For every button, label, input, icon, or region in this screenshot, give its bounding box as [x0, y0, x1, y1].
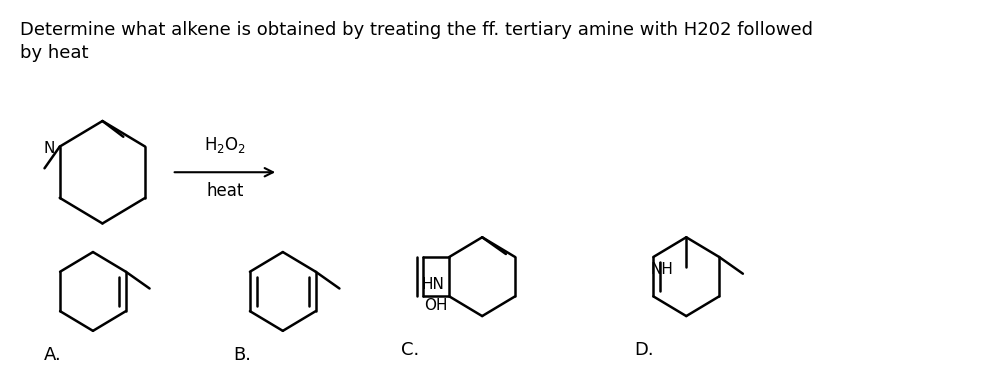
Text: A.: A.: [43, 346, 61, 364]
Text: C.: C.: [401, 341, 420, 359]
Text: heat: heat: [207, 182, 244, 200]
Text: HN: HN: [422, 277, 445, 292]
Text: B.: B.: [233, 346, 252, 364]
Text: Determine what alkene is obtained by treating the ff. tertiary amine with H202 f: Determine what alkene is obtained by tre…: [20, 21, 813, 38]
Text: by heat: by heat: [20, 44, 89, 62]
Text: D.: D.: [634, 341, 653, 359]
Text: H$_2$O$_2$: H$_2$O$_2$: [204, 135, 246, 155]
Text: N: N: [43, 141, 55, 156]
Text: NH: NH: [650, 262, 673, 277]
Text: OH: OH: [424, 298, 448, 313]
